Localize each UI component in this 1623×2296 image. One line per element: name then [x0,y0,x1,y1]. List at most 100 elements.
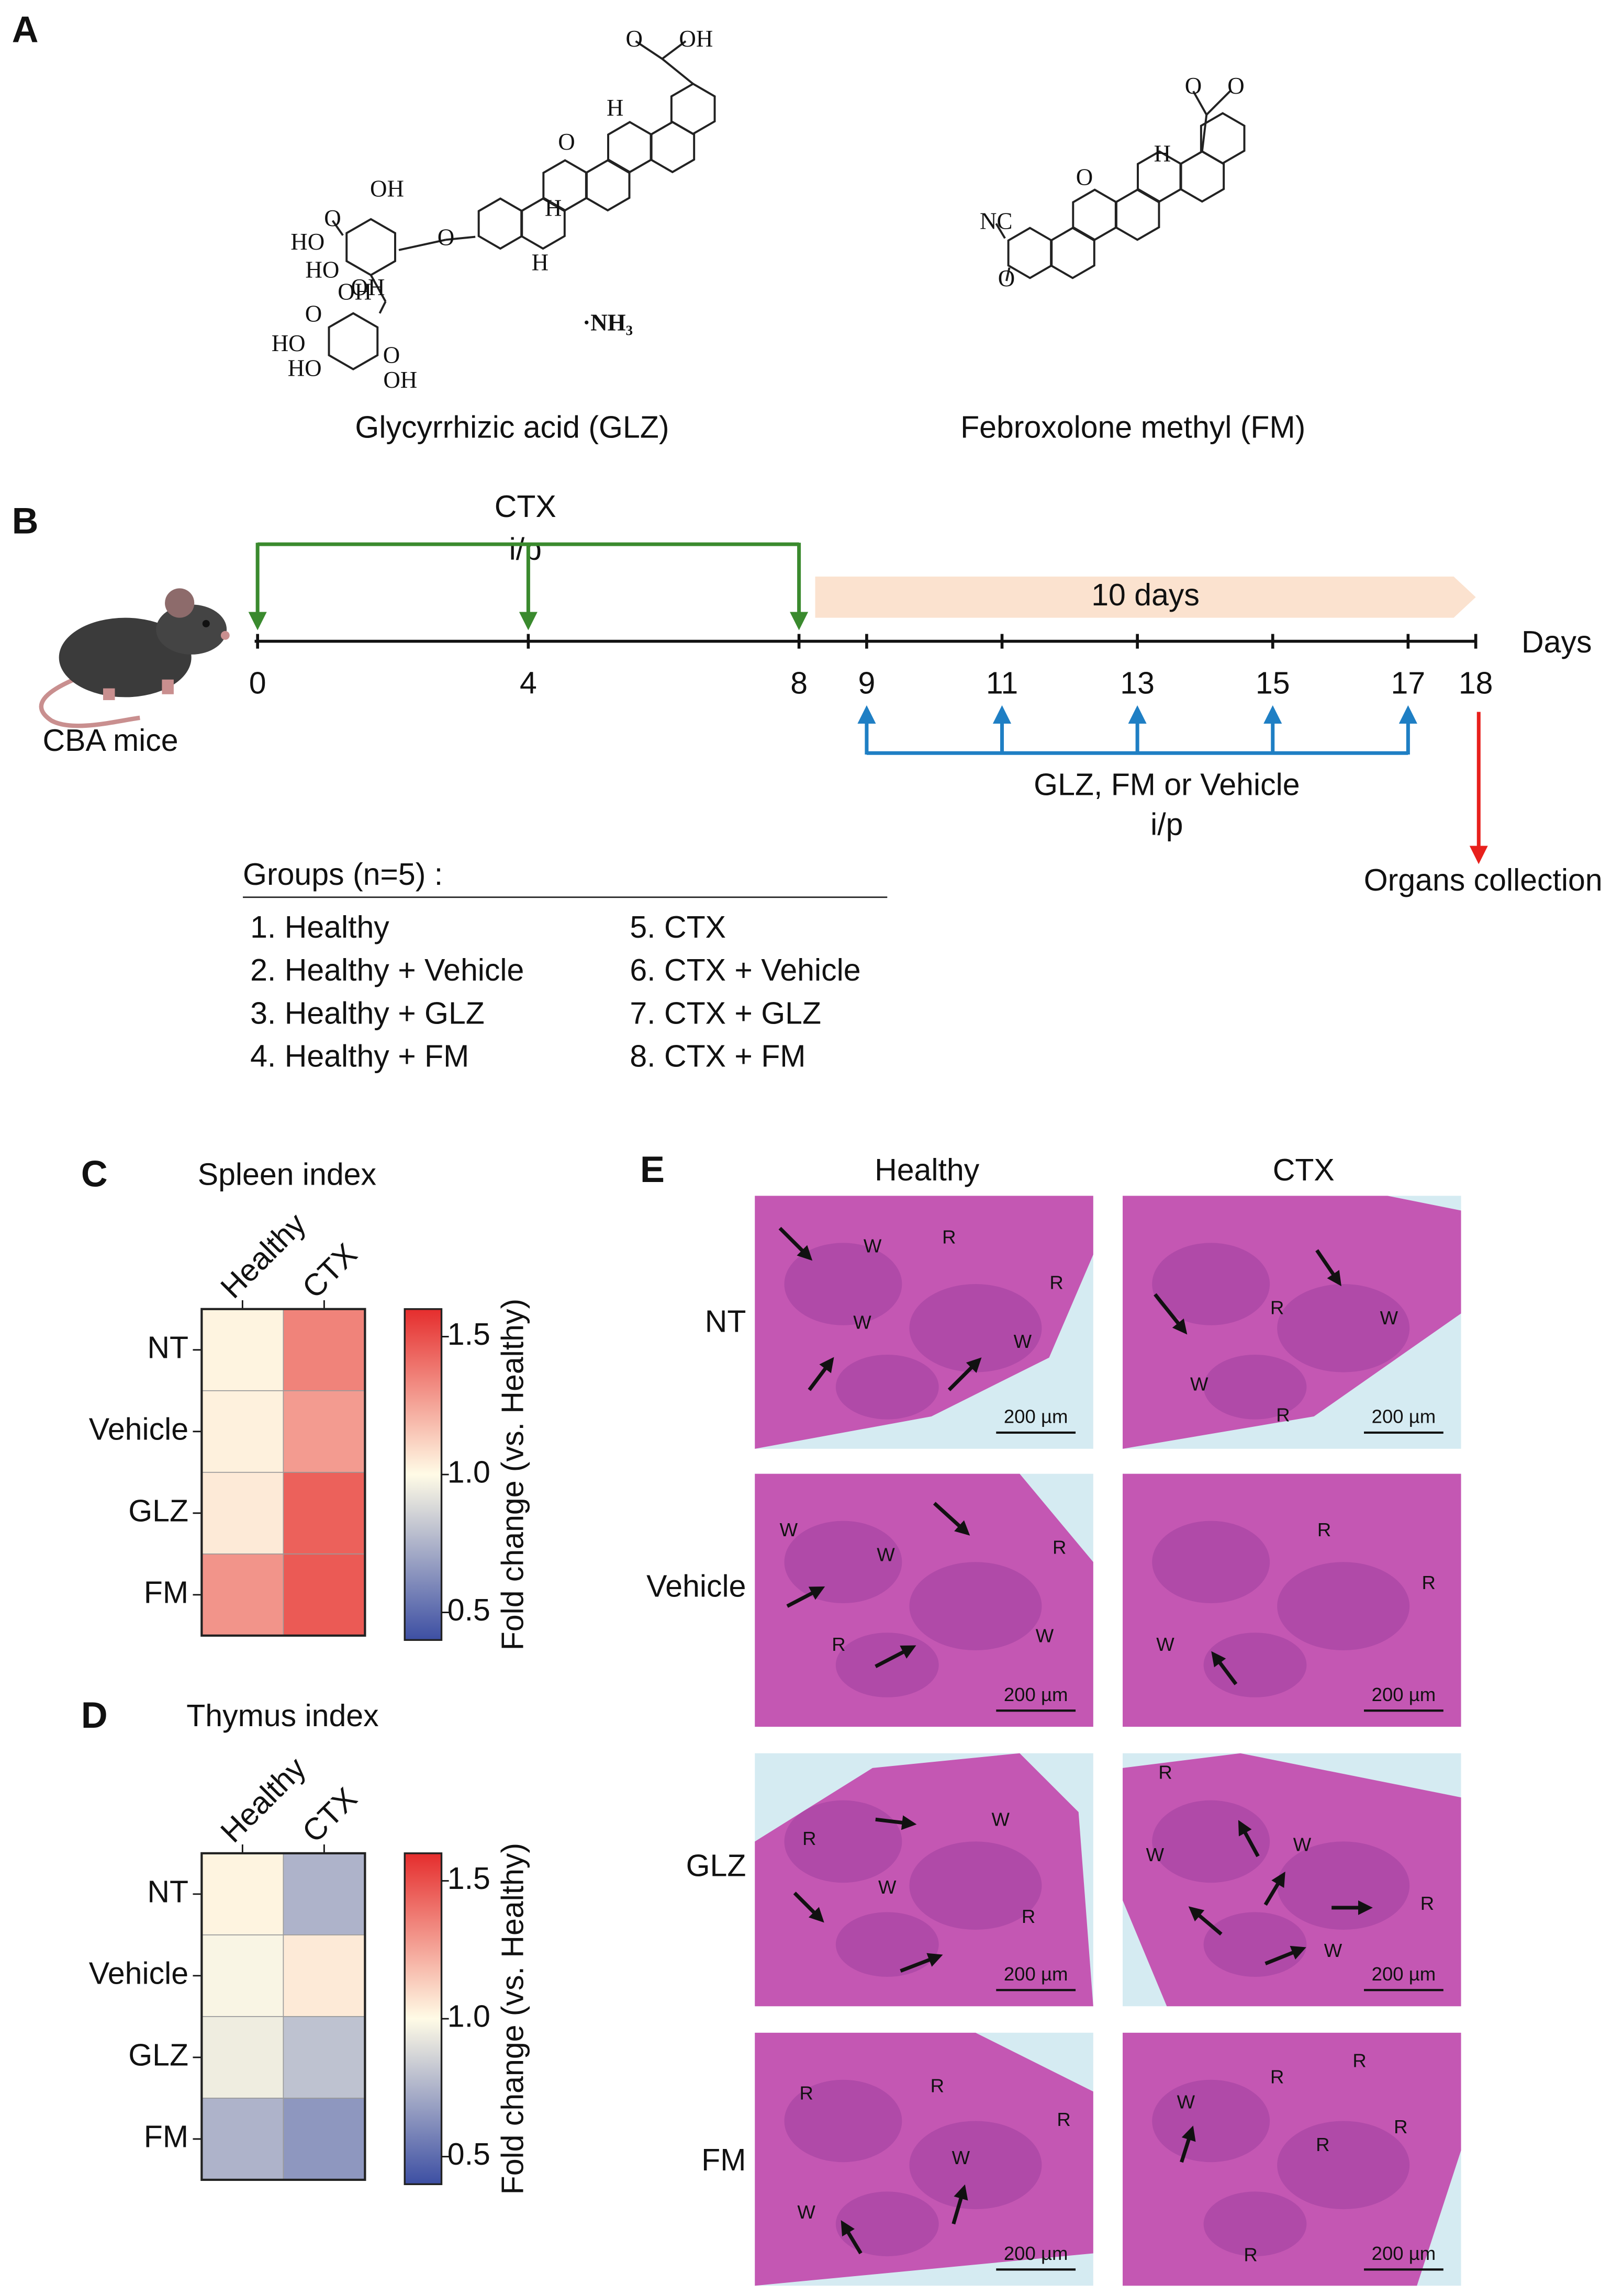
scale-bar-label: 200 µm [1004,1405,1068,1427]
region-label: R [799,2083,813,2104]
white-pulp [1277,2121,1410,2210]
bond [661,58,694,85]
heatmap-cell [283,1553,366,1636]
heatmap-title: Thymus index [186,1698,378,1733]
ring [1200,112,1246,165]
heatmap-frame [200,1308,366,1637]
treatment-title: GLZ, FM or Vehicle [1034,767,1300,802]
heatmap-cell [283,2016,366,2099]
arrow [1154,1293,1188,1335]
group-item: 2. Healthy + Vehicle [250,953,524,987]
arrow [1264,1945,1306,1965]
atom-label: OH [370,176,404,202]
heatmap-cell [201,1390,284,1473]
group-item: 8. CTX + FM [630,1039,805,1073]
white-pulp [784,1800,902,1883]
region-label: W [864,1235,882,1256]
scale-bar-label: 200 µm [1372,1684,1436,1705]
heatmap-cell [201,2098,284,2180]
arrow [793,1892,824,1923]
heatmap-title: Spleen index [198,1157,376,1191]
white-pulp [1277,1562,1410,1650]
axis-label: Days [1521,625,1592,659]
row-label: NT [147,1330,188,1365]
row-label: Vehicle [89,1412,188,1446]
region-label: W [1156,1634,1174,1655]
region-label: R [1317,1519,1331,1540]
duration-band [815,576,1476,618]
duration-label: 10 days [1091,578,1200,612]
heatmap-cell [283,2098,366,2180]
region-label: W [1324,1940,1342,1961]
region-label: W [877,1544,895,1566]
animal-label: CBA mice [43,723,178,758]
region-label: R [1053,1537,1066,1558]
region-label: W [1014,1331,1032,1352]
scale-bar-label: 200 µm [1004,2243,1068,2264]
atom-label: OH [383,367,417,393]
colorbar-tick-label: 1.0 [447,1999,490,2034]
scale-bar-label: 200 µm [1372,2243,1436,2264]
ring [328,312,379,370]
region-label: R [1352,2050,1366,2072]
arrow [1188,1906,1223,1936]
arrow [875,1645,916,1669]
atom-label: H [532,249,549,275]
white-pulp [835,1633,939,1697]
arrow [875,1815,917,1830]
day-label: 8 [790,666,808,701]
arrow [900,1953,943,1973]
panel-label: A [12,8,39,50]
histology-image: W R R W W 200 µm [755,1196,1093,1449]
group-item: 5. CTX [630,910,726,944]
region-label: W [991,1809,1010,1830]
colorbar-tick-label: 0.5 [447,1593,490,1627]
colorbar-tick-label: 1.5 [447,1861,490,1896]
row-label: Vehicle [646,1569,746,1603]
group-item: 4. Healthy + FM [250,1039,469,1073]
bond [662,40,687,60]
bond [331,220,344,236]
atom-label: HO [290,229,324,255]
atom-label: H [607,95,623,121]
ctx-title: CTX [495,489,556,524]
region-label: R [1049,1272,1063,1293]
atom-label: H [1154,140,1171,166]
day-label: 4 [520,666,537,701]
bond [378,301,387,314]
white-pulp [835,1354,939,1420]
arrow [778,1226,813,1261]
white-pulp [909,2121,1042,2210]
heatmap-cell [201,1553,284,1636]
white-pulp [784,1521,902,1604]
column-label: Healthy [214,1750,313,1849]
bond [1005,267,1011,282]
day-label: 11 [986,666,1018,701]
day-label: 0 [249,666,266,701]
arrow [952,2184,968,2225]
bond [1205,90,1231,116]
white-pulp [1152,1521,1270,1604]
region-label: W [780,1519,798,1540]
region-label: R [1270,1297,1284,1318]
histology-image: R W W R 200 µm [1123,1196,1461,1449]
row-label: FM [701,2143,746,2177]
scale-bar-label: 200 µm [1004,1963,1068,1985]
groups-title: Groups (n=5) : [243,857,443,892]
day-label: 13 [1120,666,1155,701]
group-item: 7. CTX + GLZ [630,996,821,1030]
white-pulp [1152,1800,1270,1883]
white-pulp [835,1912,939,1977]
atom-label: O [1076,164,1093,190]
region-label: R [1394,2116,1407,2137]
bond [635,40,663,60]
row-label: NT [705,1304,746,1339]
heatmap-cell [283,1934,366,2017]
atom-label: O [438,224,454,251]
treatment-route: i/p [1150,807,1183,841]
row-label: NT [147,1874,188,1909]
arrow [1180,2125,1196,2163]
bond [445,235,476,241]
region-label: W [797,2201,815,2223]
white-pulp [909,1562,1042,1650]
